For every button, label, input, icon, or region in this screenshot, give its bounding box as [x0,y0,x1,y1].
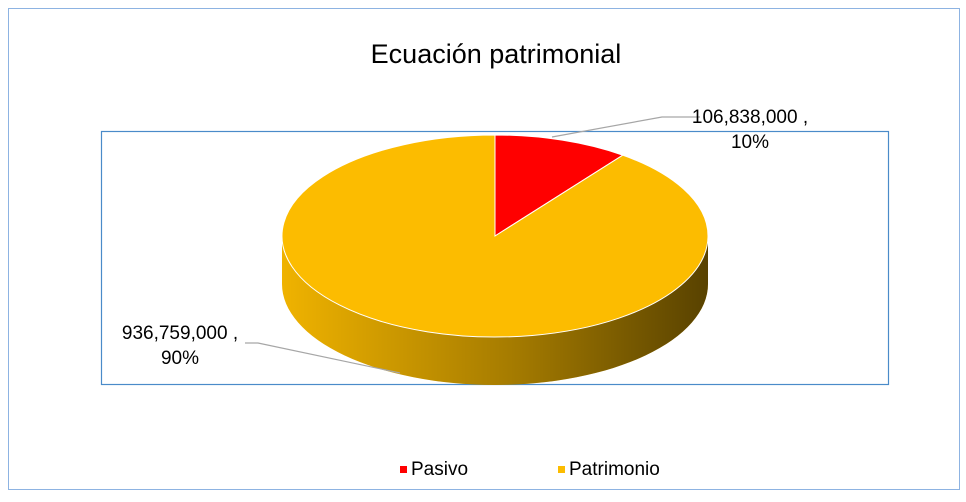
slice [494,134,624,237]
data-label: 10% [731,132,769,153]
chart-title: Ecuación patrimonial [371,39,622,69]
legend-label: Patrimonio [569,459,660,480]
slice-side-shade [282,236,708,385]
data-label: 106,838,000 , [692,107,808,128]
leader-line [551,116,700,138]
slice [281,134,709,338]
legend-label: Pasivo [411,459,468,480]
legend-swatch [400,466,407,473]
legend-swatch [558,466,565,473]
data-label: 90% [161,348,199,369]
data-label: 936,759,000 , [122,323,238,344]
leader-line [245,342,401,374]
